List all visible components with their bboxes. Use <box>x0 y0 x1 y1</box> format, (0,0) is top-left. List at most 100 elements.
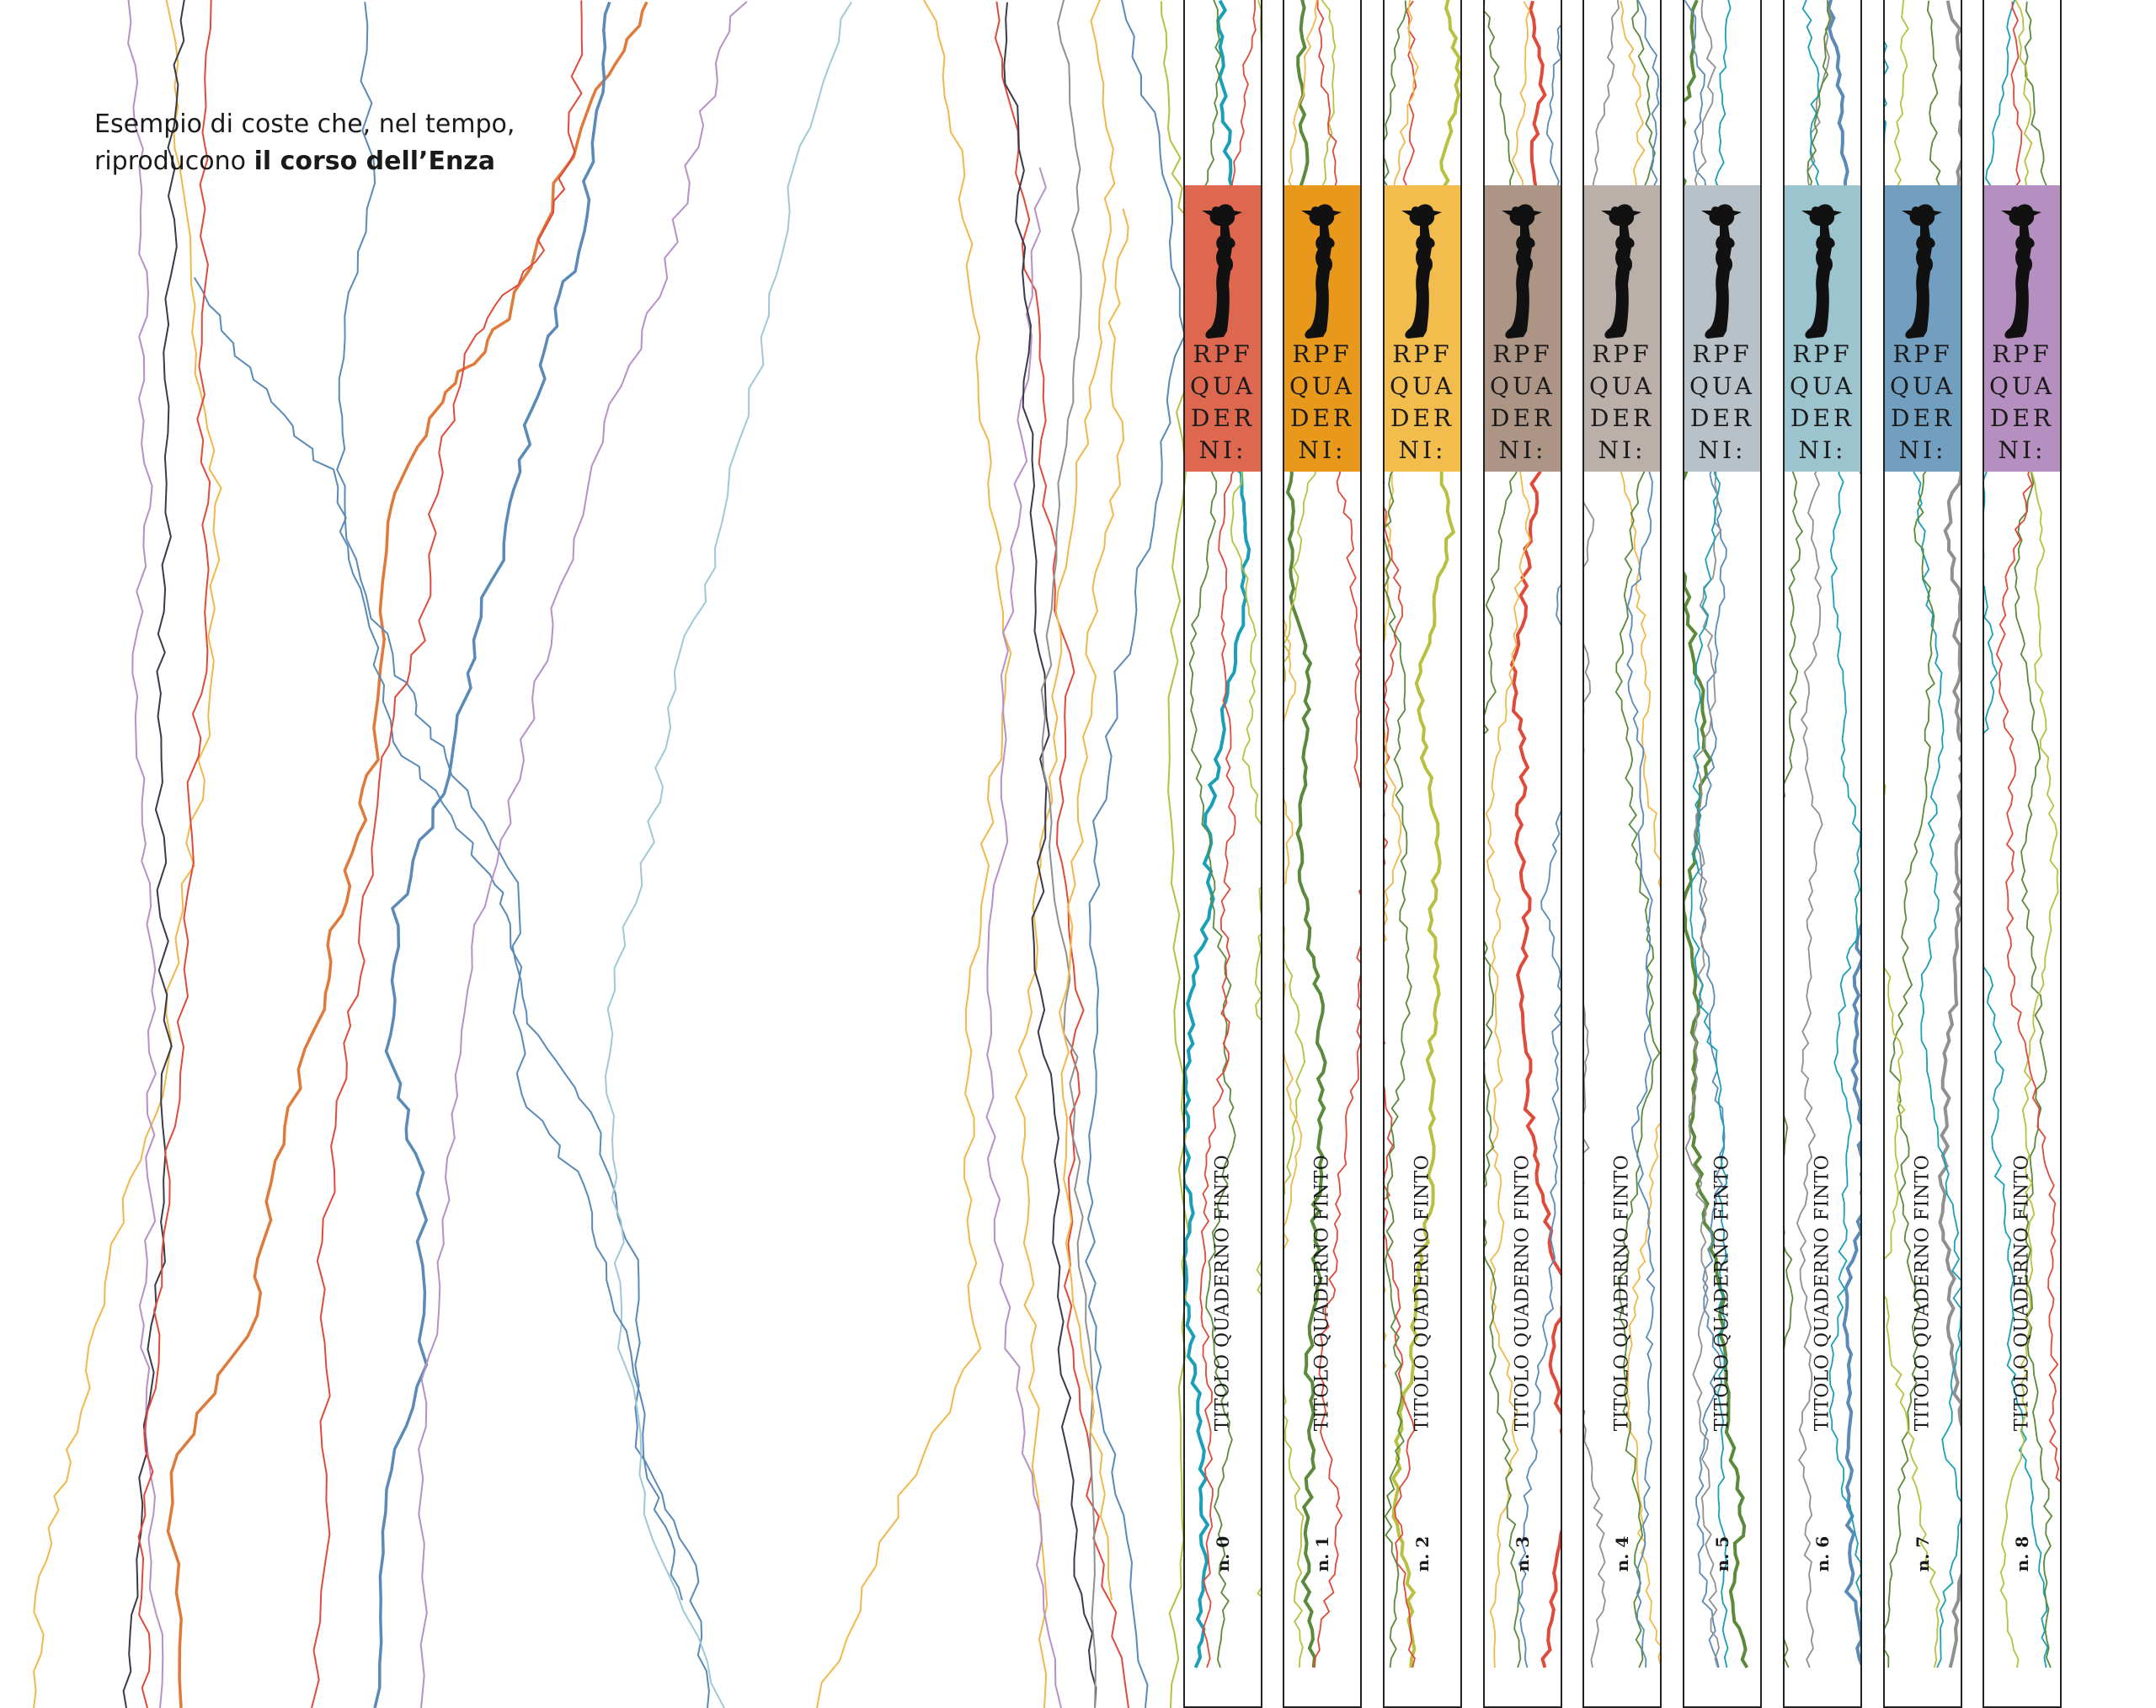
river-line <box>137 0 212 1708</box>
spine-title-text: TITOLO QUADERNO FINTO <box>1412 1154 1433 1432</box>
spine-label-block: RPF QUA DER NI: <box>1885 185 1961 472</box>
river-line <box>1040 0 1097 1708</box>
spine-title-text: TITOLO QUADERNO FINTO <box>2011 1154 2033 1432</box>
spine-label-block: RPF QUA DER NI: <box>1584 185 1660 472</box>
spine-brand-line: NI: <box>1198 436 1247 464</box>
river-line <box>127 0 164 1708</box>
caption-line-1: Esempio di coste che, nel tempo, <box>94 109 515 139</box>
spine-brand-line: DER <box>1191 404 1255 432</box>
spine-brand-line: DER <box>1590 404 1654 432</box>
spine-number: n. 2 <box>1385 1516 1460 1592</box>
spine-brand-line: QUA <box>1390 372 1455 400</box>
spine-brand-line: NI: <box>1798 436 1847 464</box>
spine-brand: RPF QUA DER NI: <box>1385 339 1460 467</box>
caption-line-2: riproducono il corso dell’Enza <box>94 143 515 180</box>
river-line <box>1003 2 1097 1708</box>
spine-brand: RPF QUA DER NI: <box>1185 339 1261 467</box>
spine-brand-line: QUA <box>1890 372 1956 400</box>
figure-icon <box>1801 204 1842 339</box>
spine-brand-line: NI: <box>1898 436 1947 464</box>
spine-brand-line: RPF <box>1492 340 1553 368</box>
river-line <box>418 1 748 1708</box>
spine-number: n. 3 <box>1485 1516 1561 1592</box>
spine-brand-line: NI: <box>1398 436 1447 464</box>
spine-title-text: TITOLO QUADERNO FINTO <box>1611 1154 1633 1432</box>
spine-number: n. 4 <box>1584 1516 1660 1592</box>
spine-label-block: RPF QUA DER NI: <box>1984 185 2060 472</box>
spine-brand-line: DER <box>1790 404 1854 432</box>
spine-brand-line: DER <box>1891 404 1955 432</box>
river-line <box>33 0 222 1708</box>
river-line <box>1160 1 1190 1708</box>
river-line <box>994 1 1129 1708</box>
spine-title: TITOLO QUADERNO FINTO <box>1385 1154 1460 1432</box>
river-line <box>1518 24 1561 1668</box>
river-line <box>816 0 1012 1708</box>
spine-title: TITOLO QUADERNO FINTO <box>1584 1154 1660 1432</box>
spine-brand-line: NI: <box>1598 436 1646 464</box>
book-spine-2: RPF QUA DER NI: TITOLO QUADERNO FINTO n. 2 <box>1383 0 1462 1708</box>
spine-label-block: RPF QUA DER NI: <box>1284 185 1360 472</box>
book-spine-8: RPF QUA DER NI: TITOLO QUADERNO FINTO n. 8 <box>1983 0 2062 1708</box>
book-spine-7: RPF QUA DER NI: TITOLO QUADERNO FINTO n. 7 <box>1883 0 1962 1708</box>
spine-brand-line: DER <box>1990 404 2054 432</box>
spine-number-text: n. 2 <box>1412 1535 1433 1572</box>
spine-title: TITOLO QUADERNO FINTO <box>1684 1154 1760 1432</box>
river-line <box>1984 0 2049 1668</box>
spine-brand-line: RPF <box>1892 340 1953 368</box>
spine-brand-line: NI: <box>1698 436 1747 464</box>
figure-icon <box>1301 204 1342 339</box>
spine-brand: RPF QUA DER NI: <box>1885 339 1961 467</box>
river-line <box>985 167 1062 1708</box>
river-line <box>1015 0 1116 1708</box>
spine-label-block: RPF QUA DER NI: <box>1684 185 1760 472</box>
spine-number-text: n. 7 <box>1913 1535 1933 1572</box>
river-line <box>311 0 584 1708</box>
spine-title-text: TITOLO QUADERNO FINTO <box>1212 1154 1234 1432</box>
spine-brand-line: RPF <box>1792 340 1853 368</box>
figure-icon <box>2001 204 2041 339</box>
spine-title-text: TITOLO QUADERNO FINTO <box>1711 1154 1733 1432</box>
caption-line-2-prefix: riproducono <box>94 147 254 176</box>
spine-title: TITOLO QUADERNO FINTO <box>1485 1154 1561 1432</box>
spine-brand: RPF QUA DER NI: <box>1485 339 1561 467</box>
spine-brand-line: QUA <box>1989 372 2055 400</box>
spine-brand-line: RPF <box>1193 340 1253 368</box>
river-line <box>605 1 852 1708</box>
spine-brand-line: RPF <box>1592 340 1652 368</box>
spine-number: n. 0 <box>1185 1516 1261 1592</box>
spine-brand: RPF QUA DER NI: <box>1684 339 1760 467</box>
spine-title-text: TITOLO QUADERNO FINTO <box>1311 1154 1333 1432</box>
river-line <box>1085 0 1186 1708</box>
spine-brand-line: RPF <box>1692 340 1753 368</box>
spine-number: n. 7 <box>1885 1516 1961 1592</box>
book-spine-5: RPF QUA DER NI: TITOLO QUADERNO FINTO n. 5 <box>1683 0 1762 1708</box>
spine-brand-line: QUA <box>1589 372 1655 400</box>
spine-number-text: n. 5 <box>1712 1535 1732 1572</box>
spine-brand-line: RPF <box>1992 340 2052 368</box>
spine-brand-line: DER <box>1690 404 1754 432</box>
spine-title: TITOLO QUADERNO FINTO <box>1984 1154 2060 1432</box>
spine-number: n. 6 <box>1785 1516 1860 1592</box>
spine-title: TITOLO QUADERNO FINTO <box>1785 1154 1860 1432</box>
river-line <box>166 1 648 1708</box>
figure-icon <box>1601 204 1641 339</box>
spine-brand: RPF QUA DER NI: <box>1284 339 1360 467</box>
spine-brand-line: DER <box>1390 404 1454 432</box>
spine-number: n. 5 <box>1684 1516 1760 1592</box>
book-spine-3: RPF QUA DER NI: TITOLO QUADERNO FINTO n. 3 <box>1483 0 1562 1708</box>
spine-brand-line: QUA <box>1289 372 1355 400</box>
caption-highlight: il corso dell’Enza <box>253 147 496 176</box>
river-line <box>1385 0 1419 1369</box>
book-spine-0: RPF QUA DER NI: TITOLO QUADERNO FINTO n. 0 <box>1183 0 1262 1708</box>
spine-title-text: TITOLO QUADERNO FINTO <box>1512 1154 1534 1432</box>
river-line <box>336 2 710 1708</box>
figure-icon <box>1202 204 1242 339</box>
spine-number-text: n. 1 <box>1312 1535 1332 1572</box>
book-spine-1: RPF QUA DER NI: TITOLO QUADERNO FINTO n. 1 <box>1283 0 1362 1708</box>
spine-title: TITOLO QUADERNO FINTO <box>1185 1154 1261 1432</box>
river-line <box>193 276 683 1601</box>
spine-title: TITOLO QUADERNO FINTO <box>1284 1154 1360 1432</box>
spine-label-block: RPF QUA DER NI: <box>1385 185 1460 472</box>
figure-icon <box>1401 204 1442 339</box>
